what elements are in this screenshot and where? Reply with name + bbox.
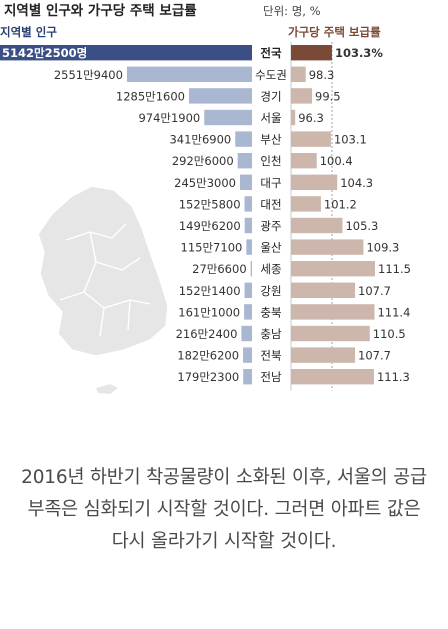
housing-rate-label: 99.5 xyxy=(315,89,341,103)
housing-rate-bar xyxy=(291,153,317,169)
population-label: 341만6900 xyxy=(169,133,231,147)
housing-rate-bar xyxy=(291,66,306,82)
population-bar xyxy=(244,217,252,234)
region-label: 충남 xyxy=(260,327,282,341)
housing-rate-bar xyxy=(291,369,374,385)
housing-rate-label: 103.3% xyxy=(335,46,383,60)
population-bar xyxy=(250,261,252,277)
housing-rate-bar xyxy=(291,325,370,342)
housing-rate-label: 98.3 xyxy=(309,68,335,82)
population-bar xyxy=(235,131,252,147)
korea-map-icon xyxy=(37,185,169,394)
housing-rate-label: 104.3 xyxy=(340,176,373,190)
region-label: 서울 xyxy=(260,111,281,125)
housing-rate-label: 103.1 xyxy=(334,133,367,147)
region-label: 충북 xyxy=(260,305,281,319)
housing-rate-label: 96.3 xyxy=(298,111,324,125)
housing-rate-bar xyxy=(291,196,321,212)
housing-rate-label: 107.7 xyxy=(358,284,391,298)
housing-rate-bar xyxy=(291,304,375,320)
population-label: 182만6200 xyxy=(177,349,239,363)
housing-rate-label: 109.3 xyxy=(366,241,399,255)
housing-rate-bar xyxy=(291,282,356,298)
housing-rate-label: 111.4 xyxy=(377,305,410,319)
population-label: 216만2400 xyxy=(176,327,238,341)
population-label: 245만3000 xyxy=(174,176,236,190)
population-bar xyxy=(244,282,252,298)
population-label: 27만6600 xyxy=(192,262,246,276)
population-bar xyxy=(241,325,252,342)
population-bar xyxy=(189,88,252,104)
housing-rate-bar xyxy=(291,239,364,255)
housing-rate-label: 101.2 xyxy=(324,197,357,211)
region-label: 대전 xyxy=(260,197,281,211)
population-label: 1285만1600 xyxy=(116,89,185,103)
housing-rate-label: 105.3 xyxy=(345,219,378,233)
region-label: 경기 xyxy=(260,89,281,103)
right-panel-title: 가구당 주택 보급률 xyxy=(288,25,381,39)
population-bar xyxy=(243,369,252,385)
population-label: 161만1000 xyxy=(178,305,240,319)
population-bar xyxy=(244,196,252,212)
caption-text: 2016년 하반기 착공물량이 소화된 이후, 서울의 공급 부족은 심화되기 … xyxy=(21,467,427,552)
population-bar xyxy=(204,109,252,126)
unit-note: 단위: 명, % xyxy=(263,4,321,18)
housing-rate-bar xyxy=(291,45,332,61)
housing-rate-label: 110.5 xyxy=(373,327,406,341)
housing-rate-label: 100.4 xyxy=(320,154,353,168)
housing-rate-bar xyxy=(291,131,331,147)
housing-rate-label: 111.5 xyxy=(378,262,411,276)
housing-rate-label: 107.7 xyxy=(358,349,391,363)
population-bar xyxy=(237,153,252,169)
left-panel-title: 지역별 인구 xyxy=(0,25,57,39)
region-label: 울산 xyxy=(260,241,282,255)
region-label: 전국 xyxy=(260,46,282,60)
population-label: 149만6200 xyxy=(179,219,241,233)
housing-rate-bar xyxy=(291,109,296,126)
population-bar xyxy=(244,304,252,320)
population-bar xyxy=(243,347,252,363)
population-label: 974만1900 xyxy=(138,111,200,125)
region-label: 전북 xyxy=(260,349,281,363)
population-label: 179만2300 xyxy=(177,370,239,384)
population-bar xyxy=(246,239,252,255)
housing-rate-bar xyxy=(291,217,343,234)
population-bar xyxy=(0,45,252,61)
population-label: 115만7100 xyxy=(181,241,243,255)
population-bar xyxy=(126,66,252,82)
housing-rate-bar xyxy=(291,347,356,363)
housing-rate-label: 111.3 xyxy=(377,370,410,384)
population-label: 292만6000 xyxy=(172,154,234,168)
region-label: 강원 xyxy=(260,284,281,298)
region-label: 세종 xyxy=(260,262,281,276)
region-label: 전남 xyxy=(260,370,282,384)
region-label: 대구 xyxy=(260,176,281,190)
population-label: 2551만9400 xyxy=(54,68,123,82)
population-label: 5142만2500명 xyxy=(2,46,87,60)
region-label: 인천 xyxy=(260,154,281,168)
region-label: 광주 xyxy=(260,219,281,233)
chart-title: 지역별 인구와 가구당 주택 보급률 xyxy=(4,2,197,19)
population-housing-chart: 지역별 인구와 가구당 주택 보급률 단위: 명, % 지역별 인구 가구당 주… xyxy=(0,2,411,394)
region-label: 부산 xyxy=(260,133,282,147)
population-label: 152만5800 xyxy=(179,197,241,211)
population-label: 152만1400 xyxy=(179,284,241,298)
population-bar xyxy=(239,174,252,190)
housing-rate-bar xyxy=(291,174,338,190)
region-label: 수도권 xyxy=(255,68,287,82)
housing-rate-bar xyxy=(291,261,375,277)
housing-rate-bar xyxy=(291,88,312,104)
